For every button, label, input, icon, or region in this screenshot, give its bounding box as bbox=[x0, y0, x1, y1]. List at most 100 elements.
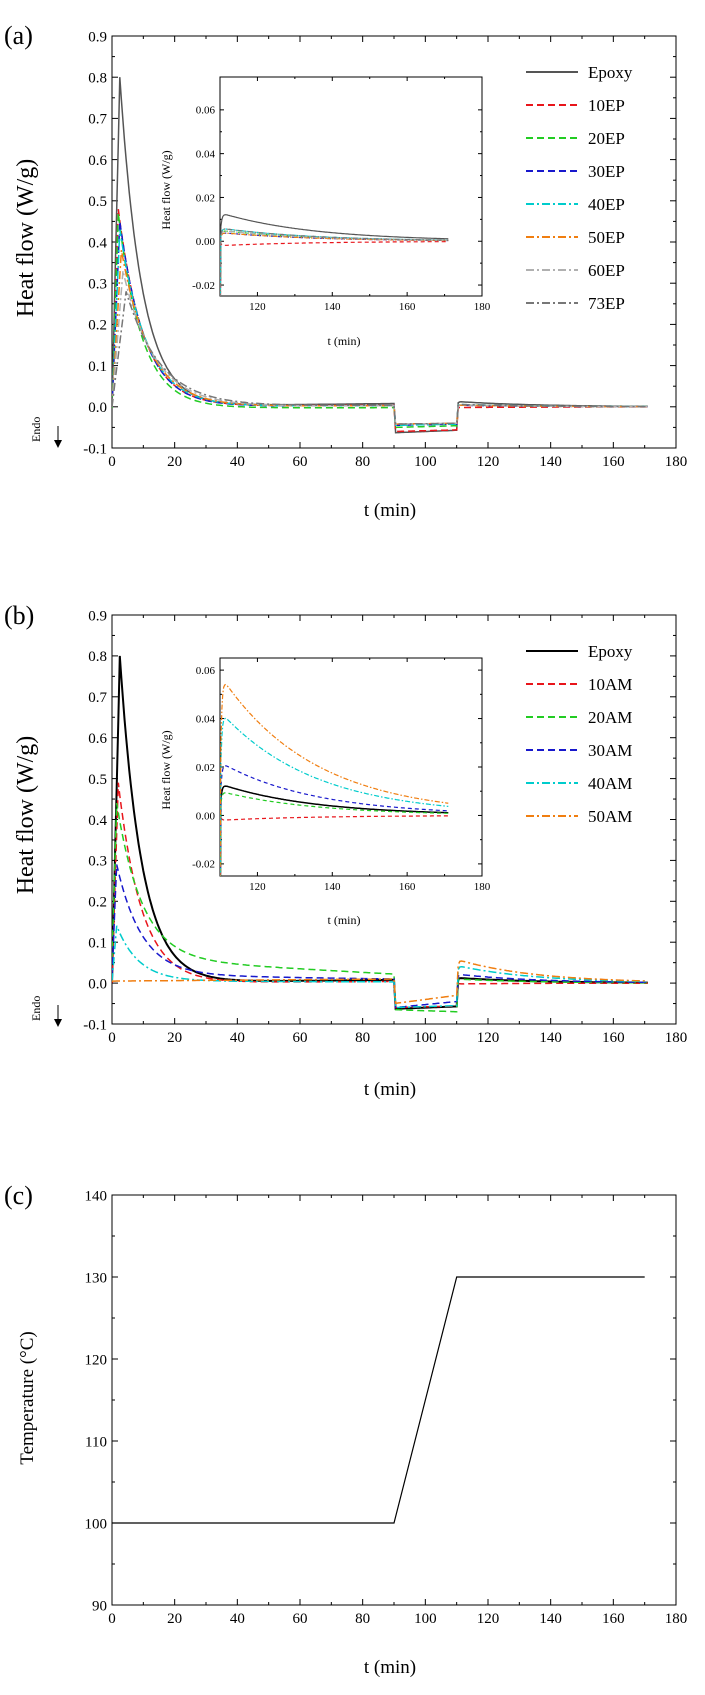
panel-a-axes: 0 20 40 60 80 100 120 140 160 180 -0.1 0.0 0.1 0.2 0.3… bbox=[83, 29, 687, 470]
panel-c-xtick-label: 100 bbox=[414, 1611, 437, 1627]
panel-b-label: (b) bbox=[4, 601, 34, 630]
panel-a-xtick-label: 80 bbox=[355, 454, 370, 470]
panel-c-ytick-label: 110 bbox=[85, 1434, 107, 1450]
panel-b-xtick-label: 0 bbox=[108, 1030, 116, 1046]
panel-c-xtick-label: 140 bbox=[539, 1611, 562, 1627]
panel-b-xtick-label: 80 bbox=[355, 1030, 370, 1046]
panel-a-ylabel: Heat flow (W/g) bbox=[13, 159, 39, 318]
panel-b-inset-series-20am bbox=[220, 792, 449, 876]
panel-a-legend-label-10ep: 10EP bbox=[588, 96, 625, 115]
panel-a-series-73ep bbox=[112, 291, 648, 425]
panel-b-series-group bbox=[112, 655, 648, 1013]
panel-c-xtick-label: 20 bbox=[167, 1611, 182, 1627]
panel-a-inset-ylabel: Heat flow (W/g) bbox=[159, 150, 173, 229]
panel-b-ytick-label: 0.3 bbox=[88, 854, 107, 870]
panel-a-inset-series-30ep bbox=[220, 232, 449, 296]
panel-a-legend-label-20ep: 20EP bbox=[588, 129, 625, 148]
panel-b-series-40am bbox=[112, 925, 648, 1009]
panel-a-xtick-label: 100 bbox=[414, 454, 437, 470]
panel-c-xtick-label: 180 bbox=[665, 1611, 688, 1627]
panel-b-inset-ytick-label: 0.06 bbox=[196, 665, 216, 677]
panel-b-xtick-label: 180 bbox=[665, 1030, 688, 1046]
panel-c-axes: 0 20 40 60 80 100 120 140 160 180 90 100 110 120 130 14… bbox=[85, 1188, 688, 1627]
panel-c-temperature-line bbox=[112, 1276, 645, 1524]
panel-b-ytick-label: 0.0 bbox=[88, 976, 107, 992]
panel-c-ytick-label: 140 bbox=[85, 1188, 108, 1204]
panel-b-series-30am bbox=[112, 864, 648, 1009]
panel-b-inset-xtick-label: 120 bbox=[249, 881, 266, 893]
panel-b-legend-label-20am: 20AM bbox=[588, 708, 632, 727]
panel-a-xtick-label: 120 bbox=[477, 454, 500, 470]
panel-c-xtick-label: 120 bbox=[477, 1611, 500, 1627]
panel-a-xtick-label: 140 bbox=[539, 454, 562, 470]
panel-a: (a) t (min) Heat flow (W/g) Endo t (min)… bbox=[4, 21, 416, 521]
panel-b-endo-arrow bbox=[54, 1005, 62, 1027]
panel-a-inset-xtick-label: 140 bbox=[324, 301, 341, 313]
panel-b-inset-xtick-label: 160 bbox=[399, 881, 416, 893]
panel-a-endo-label: Endo bbox=[29, 417, 43, 442]
panel-a-ytick-label: 0.1 bbox=[88, 359, 107, 375]
panel-b-inset-series-30am bbox=[220, 765, 449, 876]
panel-c-ytick-label: 90 bbox=[92, 1598, 107, 1614]
panel-a-inset-ytick-label: 0.02 bbox=[196, 192, 215, 204]
panel-b-series-10am bbox=[112, 782, 648, 1009]
panel-b-inset-series-10am bbox=[220, 815, 449, 876]
panel-a-xtick-label: 40 bbox=[230, 454, 245, 470]
panel-b-series-50am bbox=[112, 960, 648, 1005]
panel-b-ytick-label: 0.8 bbox=[88, 649, 107, 665]
panel-c-frame bbox=[111, 1194, 677, 1606]
panel-b-xtick-label: 140 bbox=[539, 1030, 562, 1046]
panel-a-legend-label-50ep: 50EP bbox=[588, 228, 625, 247]
panel-a-ytick-label: 0.5 bbox=[88, 194, 107, 210]
panel-b-series-20am bbox=[112, 802, 648, 1013]
panel-a-ytick-label: 0.7 bbox=[88, 112, 107, 128]
panel-b-xtick-label: 100 bbox=[414, 1030, 437, 1046]
panel-c-xtick-label: 60 bbox=[293, 1611, 308, 1627]
panel-b-legend-label-50am: 50AM bbox=[588, 807, 632, 826]
panel-b-inset-ytick-label: 0.02 bbox=[196, 762, 215, 774]
panel-a-inset-series-60ep bbox=[220, 230, 449, 296]
panel-a-inset-xtick-label: 160 bbox=[399, 301, 416, 313]
panel-a-endo-arrow bbox=[54, 426, 62, 448]
panel-a-inset-ytick-label: -0.02 bbox=[192, 280, 215, 292]
panel-b-legend-label-30am: 30AM bbox=[588, 741, 632, 760]
panel-b-legend-label-40am: 40AM bbox=[588, 774, 632, 793]
panel-c-ytick-label: 130 bbox=[85, 1270, 108, 1286]
panel-a-inset-series-group bbox=[220, 214, 449, 296]
panel-c-xlabel: t (min) bbox=[364, 1657, 416, 1678]
panel-b-xlabel: t (min) bbox=[364, 1079, 416, 1100]
panel-a-legend-label-60ep: 60EP bbox=[588, 261, 625, 280]
panel-c: (c) t (min) Temperature (°C) bbox=[4, 1181, 416, 1678]
panel-a-inset-ytick-label: 0.06 bbox=[196, 105, 216, 117]
panel-c-ytick-label: 100 bbox=[85, 1516, 108, 1532]
panel-b-ytick-label: 0.5 bbox=[88, 772, 107, 788]
panel-c-xtick-label: 80 bbox=[355, 1611, 370, 1627]
panel-c-label: (c) bbox=[4, 1181, 33, 1210]
panel-b-inset-series-40am bbox=[220, 717, 449, 876]
panel-a-inset-frame bbox=[219, 76, 483, 297]
panel-a-inset-xtick-label: 120 bbox=[249, 301, 266, 313]
panel-b-xtick-label: 120 bbox=[477, 1030, 500, 1046]
panel-a-xtick-label: 180 bbox=[665, 454, 688, 470]
panel-b-ytick-label: 0.1 bbox=[88, 935, 107, 951]
panel-a-ytick-label: 0.3 bbox=[88, 276, 107, 292]
panel-a-inset-series-73ep bbox=[220, 228, 449, 296]
panel-a-legend-label-73ep: 73EP bbox=[588, 294, 625, 313]
panel-c-xtick-label: 40 bbox=[230, 1611, 245, 1627]
panel-a-xtick-label: 0 bbox=[108, 454, 116, 470]
panel-a-inset-xlabel: t (min) bbox=[328, 334, 361, 348]
panel-a-xtick-label: 20 bbox=[167, 454, 182, 470]
panel-b-inset-xtick-label: 180 bbox=[474, 881, 491, 893]
panel-b-xtick-label: 60 bbox=[293, 1030, 308, 1046]
panel-b-ytick-label: -0.1 bbox=[83, 1017, 107, 1033]
panel-b-inset-series-50am bbox=[220, 683, 449, 876]
panel-b-legend-label-10am: 10AM bbox=[588, 675, 632, 694]
panel-a-legend-label-30ep: 30EP bbox=[588, 162, 625, 181]
panel-b-legend: Epoxy 10AM 20AM 30AM 40AM 50AM bbox=[526, 642, 633, 826]
panel-b-endo-label: Endo bbox=[29, 996, 43, 1021]
panel-b-inset-series-epoxy bbox=[220, 785, 449, 876]
panel-b-inset-ytick-label: 0.04 bbox=[196, 713, 216, 725]
panel-c-ytick-label: 120 bbox=[85, 1352, 108, 1368]
panel-a-legend-label-epoxy: Epoxy bbox=[588, 63, 633, 82]
panel-b-ytick-label: 0.7 bbox=[88, 690, 107, 706]
